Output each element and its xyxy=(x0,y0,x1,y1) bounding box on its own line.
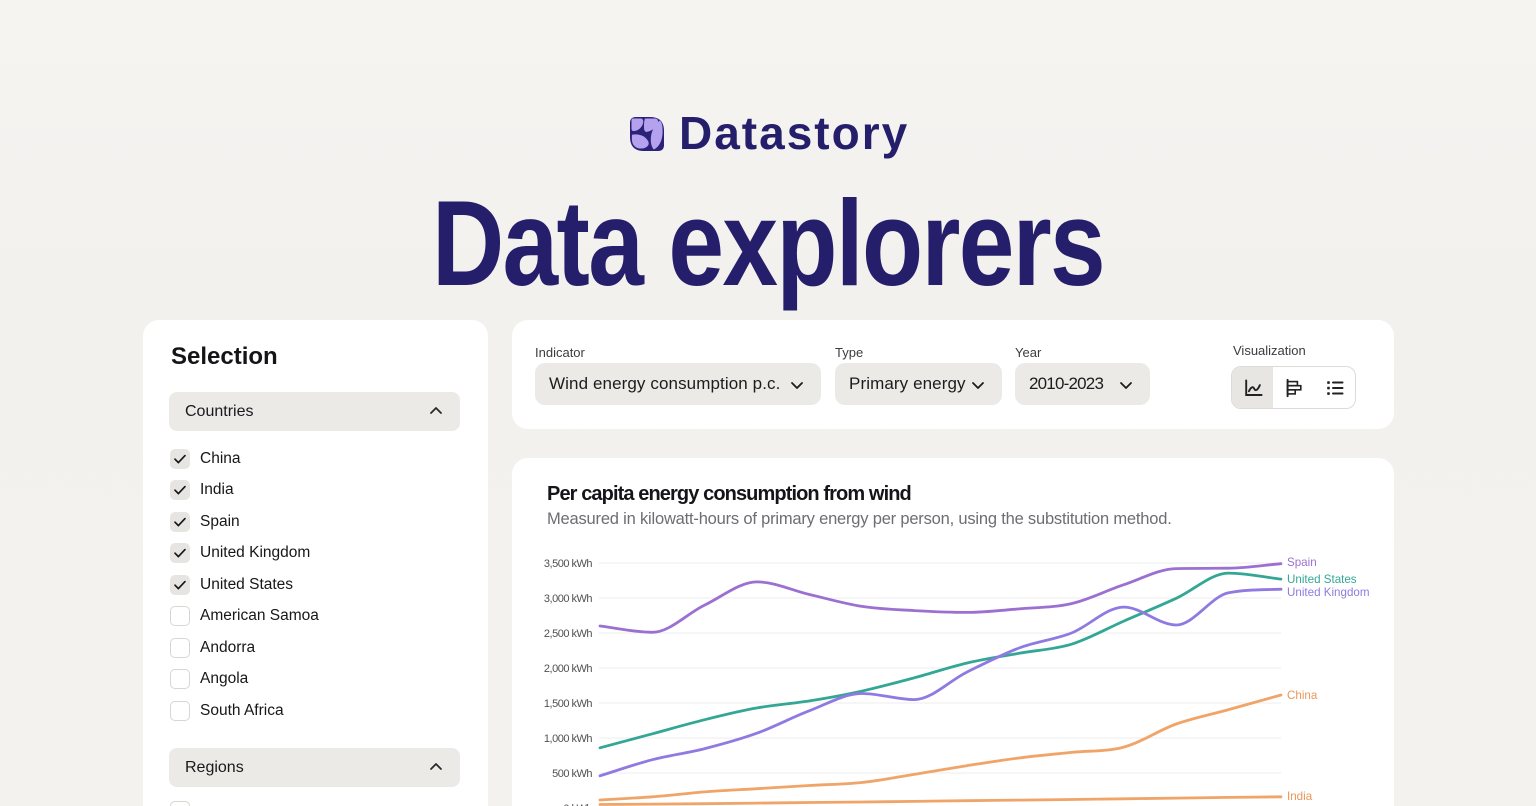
svg-text:1,000 kWh: 1,000 kWh xyxy=(544,733,592,745)
svg-text:500 kWh: 500 kWh xyxy=(552,768,592,780)
svg-text:Spain: Spain xyxy=(1287,556,1317,569)
svg-text:2,000 kWh: 2,000 kWh xyxy=(544,663,592,675)
svg-text:1,500 kWh: 1,500 kWh xyxy=(544,698,592,710)
svg-text:0 kWh: 0 kWh xyxy=(563,803,592,806)
svg-text:China: China xyxy=(1287,689,1318,702)
svg-text:3,500 kWh: 3,500 kWh xyxy=(544,558,592,570)
svg-text:2,500 kWh: 2,500 kWh xyxy=(544,628,592,640)
svg-text:India: India xyxy=(1287,790,1313,803)
svg-text:3,000 kWh: 3,000 kWh xyxy=(544,593,592,605)
svg-text:United Kingdom: United Kingdom xyxy=(1287,586,1370,599)
svg-text:United States: United States xyxy=(1287,573,1357,586)
